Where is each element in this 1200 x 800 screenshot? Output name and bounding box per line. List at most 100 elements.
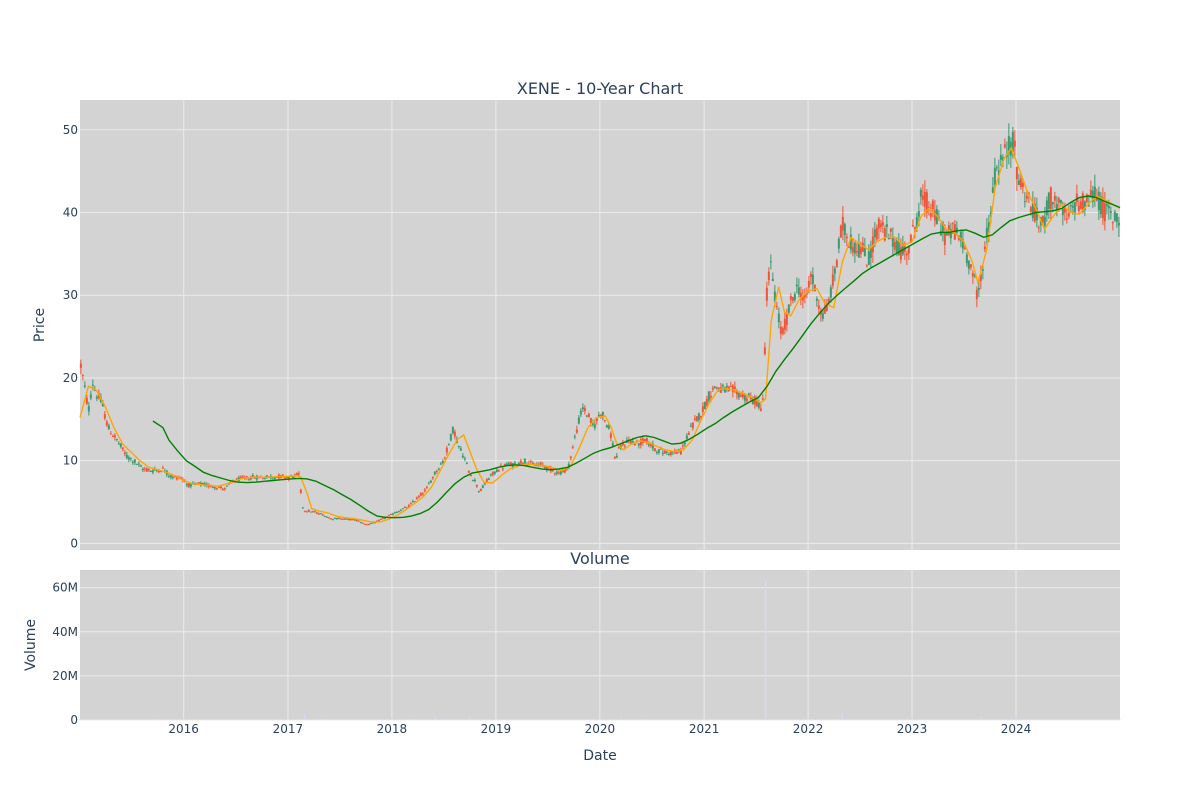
volume-bar	[323, 718, 325, 720]
volume-y-tick-label: 20M	[52, 669, 78, 683]
volume-bar	[646, 718, 648, 720]
volume-bar	[638, 719, 640, 720]
candle-up	[1007, 136, 1010, 154]
candle-down	[951, 222, 954, 224]
volume-bar	[518, 719, 520, 720]
volume-bar	[960, 719, 962, 720]
volume-bar	[378, 718, 380, 720]
volume-bar	[466, 718, 468, 720]
volume-bar	[139, 719, 141, 720]
candle-down	[143, 468, 146, 470]
candle-up	[961, 239, 964, 249]
candle-up	[275, 476, 278, 478]
volume-bar	[929, 719, 931, 720]
volume-bar	[284, 719, 286, 720]
volume-bar	[942, 719, 944, 720]
candle-up	[391, 513, 394, 515]
candle-down	[327, 517, 330, 519]
volume-bar	[1007, 719, 1009, 720]
candle-up	[335, 518, 338, 520]
volume-bar	[89, 719, 91, 720]
volume-bar	[760, 718, 762, 720]
candle-down	[827, 298, 830, 304]
candle-up	[685, 435, 688, 439]
candle-up	[577, 417, 580, 424]
candle-down	[105, 421, 108, 426]
volume-bar	[981, 719, 983, 720]
volume-bar	[505, 719, 507, 720]
candle-down	[781, 328, 784, 334]
candle-up	[1099, 196, 1102, 215]
volume-bar	[204, 719, 206, 720]
volume-bar	[521, 718, 523, 720]
volume-bar	[409, 718, 411, 720]
volume-bar	[947, 719, 949, 720]
candle-up	[125, 454, 128, 458]
volume-bar	[937, 718, 939, 720]
volume-bar	[1049, 719, 1051, 720]
volume-bar	[976, 719, 978, 720]
candle-down	[321, 514, 324, 516]
volume-bar	[1002, 719, 1004, 720]
volume-bar	[305, 719, 307, 720]
volume-bar	[422, 718, 424, 720]
candle-down	[1075, 193, 1078, 203]
candle-up	[1083, 201, 1086, 210]
price-y-axis-title: Price	[32, 308, 48, 342]
candle-down	[1049, 187, 1052, 209]
candle-up	[83, 385, 86, 387]
candle-down	[241, 476, 244, 478]
volume-bar	[136, 719, 138, 720]
candle-down	[281, 474, 284, 476]
candle-up	[637, 443, 640, 446]
volume-bar	[1036, 718, 1038, 720]
volume-bar	[708, 718, 710, 720]
volume-bar	[882, 719, 884, 720]
volume-bar	[820, 719, 822, 720]
candle-down	[407, 505, 410, 508]
candle-down	[1095, 197, 1098, 201]
candle-down	[1015, 167, 1018, 180]
candle-down	[435, 470, 438, 472]
volume-bar	[427, 719, 429, 720]
candle-up	[1061, 208, 1064, 216]
volume-bar	[1075, 719, 1077, 720]
candle-up	[917, 211, 920, 217]
candle-down	[351, 519, 354, 521]
volume-bar	[490, 719, 492, 720]
price-y-tick-label: 50	[63, 123, 78, 137]
candle-down	[215, 488, 218, 490]
candle-up	[713, 386, 716, 388]
candle-up	[481, 485, 484, 488]
candle-down	[831, 274, 834, 286]
candle-down	[295, 473, 298, 476]
candle-down	[307, 510, 310, 512]
candle-up	[1097, 191, 1100, 211]
volume-bar	[248, 719, 250, 720]
volume-bar	[1098, 719, 1100, 720]
volume-bar	[1020, 718, 1022, 720]
volume-bar	[539, 719, 541, 720]
volume-bar	[867, 719, 869, 720]
candle-down	[975, 289, 978, 300]
candle-up	[993, 168, 996, 185]
candle-down	[791, 296, 794, 301]
candle-up	[795, 284, 798, 287]
volume-bar	[768, 718, 770, 720]
volume-y-tick-label: 40M	[52, 625, 78, 639]
volume-bar	[217, 719, 219, 720]
candle-down	[409, 503, 412, 505]
volume-bar	[932, 719, 934, 720]
candle-down	[715, 387, 718, 389]
volume-bar	[794, 719, 796, 720]
volume-bar	[160, 718, 162, 720]
candle-up	[991, 187, 994, 193]
candle-up	[127, 457, 130, 460]
volume-bar	[654, 718, 656, 720]
candle-up	[1115, 213, 1118, 223]
volume-bar	[214, 719, 216, 720]
candle-up	[689, 425, 692, 427]
volume-bar	[1096, 719, 1098, 720]
candle-down	[763, 347, 766, 355]
volume-bar	[152, 718, 154, 720]
